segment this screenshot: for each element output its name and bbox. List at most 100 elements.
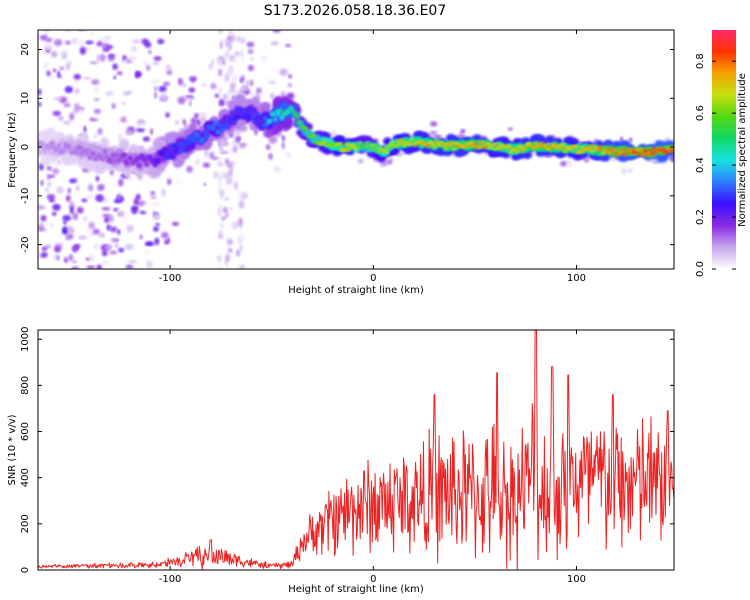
spectrogram-noise-cell (48, 174, 56, 178)
spectrogram-noise-cell (218, 230, 223, 239)
spectrogram-noise-cell (52, 254, 59, 260)
spectrogram-noise-cell (216, 254, 222, 263)
spectrogram-noise-cell (104, 215, 110, 224)
spectrogram-noise-cell (131, 39, 141, 44)
spectrogram-noise-cell (239, 144, 246, 149)
spectrogram-ridge-cell (134, 156, 140, 162)
spectrogram-noise-cell (143, 203, 148, 212)
spectrogram-noise-cell (161, 188, 166, 197)
spectrogram-noise-cell (155, 223, 160, 226)
snr-y-ticks: 0 200 400 600 800 1000 (20, 327, 674, 573)
spectrogram-noise-cell (93, 97, 100, 102)
spectrogram-noise-cell (124, 129, 134, 136)
spectrogram-ridge-cell (337, 142, 344, 146)
spectrogram-ridge-cell (201, 136, 207, 142)
colorbar-tick-label: 0.2 (695, 209, 706, 225)
spectrogram-ridge-cell (649, 152, 656, 156)
spectrogram-ridge-cell (385, 150, 390, 154)
spectrogram-ridge-cell (273, 116, 278, 122)
colorbar-tick-label: 0.8 (695, 53, 706, 69)
spectrogram-noise-cell (88, 184, 94, 192)
spectrogram-ridge-cell (237, 113, 242, 119)
spectrogram-noise-cell (101, 36, 111, 43)
spectrogram-ridge-cell (466, 144, 472, 148)
spectrogram-ridge-cell (617, 151, 623, 155)
spectrogram-noise-cell (105, 90, 115, 97)
spectrogram-noise-cell (41, 246, 48, 252)
spectrogram-y-tick-label: 20 (20, 43, 31, 56)
spectrogram-noise-cell (51, 168, 60, 175)
spectrogram-noise-cell (217, 204, 222, 215)
spectrogram-noise-cell (234, 221, 239, 228)
spectrogram-ridge-cell (279, 115, 285, 121)
spectrogram-noise-cell (139, 210, 147, 215)
spectrogram-noise-cell (164, 240, 170, 245)
spectrogram-ridge-cell (597, 148, 601, 152)
spectrogram-ridge-cell (211, 125, 216, 131)
spectrogram-noise-cell (122, 216, 126, 224)
spectrogram-ridge-cell (194, 133, 200, 139)
spectrogram-noise-cell (118, 133, 123, 142)
spectrogram-noise-cell (217, 161, 224, 167)
spectrogram-noise-cell (83, 30, 87, 33)
snr-x-tick-label: 100 (567, 574, 586, 585)
spectrogram-noise-cell (160, 231, 169, 239)
spectrogram-noise-cell (83, 76, 91, 80)
spectrogram-noise-cell (153, 56, 162, 61)
spectrogram-noise-cell (101, 206, 111, 211)
spectrogram-y-tick-label: -10 (20, 188, 31, 204)
spectrogram-noise-cell (151, 201, 161, 207)
spectrogram-noise-cell (65, 234, 70, 241)
spectrogram-ridge-cell (204, 133, 210, 139)
spectrogram-noise-cell (69, 206, 75, 214)
spectrogram-noise-cell (211, 58, 215, 67)
spectrogram-noise-cell (238, 217, 243, 227)
spectrogram-noise-cell (63, 102, 71, 108)
spectrogram-noise-cell (229, 143, 233, 151)
spectrogram-noise-cell (240, 37, 246, 44)
spectrogram-ridge-cell (224, 123, 229, 129)
spectrogram-noise-cell (64, 40, 71, 45)
spectrogram-ridge-cell (113, 158, 119, 164)
spectrogram-ridge-cell (362, 145, 367, 149)
spectrogram-noise-cell (218, 139, 223, 149)
spectrogram-noise-cell (38, 102, 42, 107)
spectrogram-ridge-cell (490, 142, 496, 146)
spectrogram-ridge-cell (248, 107, 254, 113)
spectrogram-noise-cell (126, 224, 134, 233)
spectrogram-noise-cell (48, 76, 56, 81)
spectrogram-noise-cell (53, 245, 62, 253)
spectrogram-noise-cell (73, 73, 82, 80)
spectrogram-ridge-cell (522, 151, 533, 159)
spectrogram-noise-cell (45, 37, 53, 43)
spectrogram-ridge-cell (514, 149, 521, 153)
spectrogram-noise-cell (628, 168, 633, 173)
spectrogram-noise-cell (111, 102, 116, 110)
spectrogram-noise-cell (78, 235, 88, 240)
spectrogram-noise-cell (226, 90, 233, 100)
spectrogram-ridge-cell (108, 158, 114, 164)
spectrogram-noise-cell (104, 244, 113, 251)
spectrogram-noise-cell (226, 162, 232, 168)
spectrogram-noise-cell (144, 273, 152, 277)
spectrogram-ridge-cell (86, 148, 91, 154)
colorbar-bar (712, 30, 736, 269)
spectrogram-ridge-cell (560, 143, 566, 147)
snr-y-axis-label: SNR (10 * v/v) (7, 414, 18, 485)
spectrogram-noise-cell (38, 226, 45, 232)
spectrogram-noise-cell (219, 40, 223, 50)
spectrogram-noise-cell (231, 75, 238, 81)
spectrogram-noise-cell (287, 82, 292, 88)
spectrogram-ridge-cell (321, 139, 327, 143)
spectrogram-ridge-cell (437, 143, 442, 147)
spectrogram-noise-cell (220, 222, 224, 230)
spectrogram-noise-cell (50, 51, 58, 58)
snr-x-axis-label: Height of straight line (km) (288, 584, 424, 595)
spectrogram-noise-cell (229, 35, 236, 43)
spectrogram-noise-cell (228, 168, 233, 178)
spectrogram-ridge-cell (87, 155, 93, 161)
spectrogram-ridge-cell (351, 143, 356, 147)
spectrogram-ridge-cell (537, 144, 543, 148)
spectrogram-ridge-cell (281, 101, 289, 111)
spectrogram-noise-cell (138, 123, 147, 129)
